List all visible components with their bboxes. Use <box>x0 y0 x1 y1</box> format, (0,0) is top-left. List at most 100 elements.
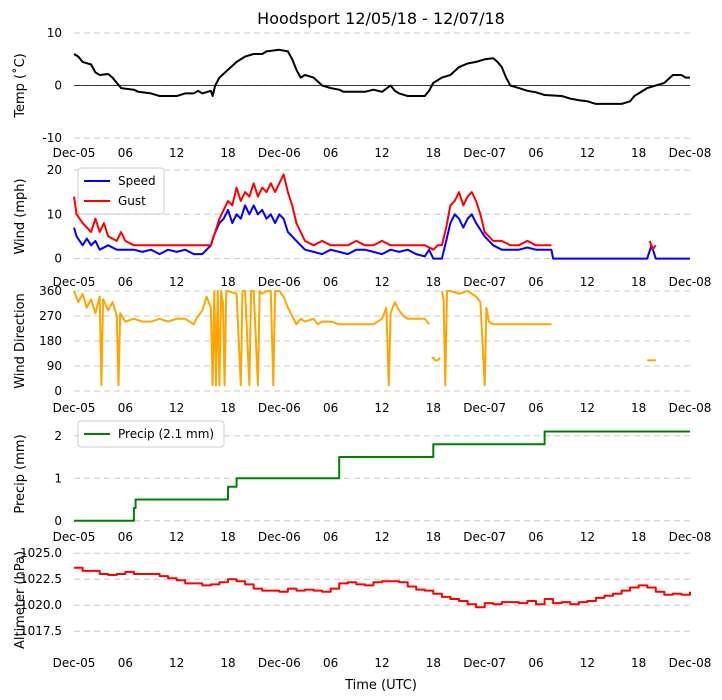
temp-y-tick-label: -10 <box>42 131 62 145</box>
dir-x-tick-label: Dec-07 <box>463 401 506 415</box>
dir-y-tick-label: 180 <box>39 334 62 348</box>
temp-x-tick-label: 12 <box>374 146 389 160</box>
precip-legend-label: Precip (2.1 mm) <box>118 427 214 441</box>
precip-x-tick-label: 06 <box>118 530 133 544</box>
dir-x-tick-label: 12 <box>374 401 389 415</box>
wind-y-tick-label: 10 <box>47 207 62 221</box>
dir-x-tick-label: 06 <box>528 401 543 415</box>
dir-x-tick-label: 18 <box>426 401 441 415</box>
dir-x-tick-label: 06 <box>323 401 338 415</box>
temp-x-tick-label: Dec-08 <box>669 146 712 160</box>
wind-x-tick-label: 12 <box>580 275 595 289</box>
precip-x-tick-label: 06 <box>528 530 543 544</box>
alt-x-tick-label: 12 <box>169 656 184 670</box>
wind-x-tick-label: Dec-05 <box>53 275 96 289</box>
precip-x-tick-label: Dec-08 <box>669 530 712 544</box>
dir-x-tick-label: 06 <box>118 401 133 415</box>
precip-y-tick-label: 0 <box>54 514 62 528</box>
precip-x-tick-label: 12 <box>374 530 389 544</box>
alt-x-tick-label: 18 <box>631 656 646 670</box>
precip-legend-box <box>77 420 225 448</box>
dir-series-direction <box>73 290 656 387</box>
dir-x-tick-label: Dec-05 <box>53 401 96 415</box>
temp-x-tick-label: 06 <box>323 146 338 160</box>
wind-legend-label: Gust <box>118 194 146 208</box>
alt-x-tick-label: Dec-07 <box>463 656 506 670</box>
temp-x-tick-label: Dec-05 <box>53 146 96 160</box>
precip-x-tick-label: 12 <box>169 530 184 544</box>
temp-y-tick-label: 10 <box>47 26 62 40</box>
alt-x-tick-label: 06 <box>528 656 543 670</box>
wind-series-speed <box>73 204 690 260</box>
temp-x-tick-label: 06 <box>118 146 133 160</box>
wind-x-tick-label: 18 <box>426 275 441 289</box>
alt-y-axis-label: Altimeter (hPa) <box>13 551 28 649</box>
temp-series-temp <box>73 48 690 105</box>
alt-y-tick-label: 1017.5 <box>20 624 62 638</box>
dir-x-tick-label: 12 <box>580 401 595 415</box>
temp-x-tick-label: 18 <box>631 146 646 160</box>
wind-x-tick-label: Dec-08 <box>669 275 712 289</box>
precip-y-axis-label: Precip (mm) <box>13 434 28 513</box>
alt-x-tick-label: 06 <box>118 656 133 670</box>
precip-y-tick-label: 1 <box>54 471 62 485</box>
alt-y-tick-label: 1020.0 <box>20 598 62 612</box>
wind-x-tick-label: 12 <box>169 275 184 289</box>
precip-x-tick-label: Dec-07 <box>463 530 506 544</box>
temp-panel: -10 0 10 Temp (˚C) Dec-05 06 12 18 Dec-06 06 12 18 D… <box>12 26 711 160</box>
dir-x-tick-label: 18 <box>220 401 235 415</box>
wind-legend-box <box>77 167 165 215</box>
precip-x-tick-label: 12 <box>580 530 595 544</box>
alt-x-tick-label: 06 <box>323 656 338 670</box>
dir-y-axis-label: Wind Direction <box>13 293 28 389</box>
dir-y-tick-label: 0 <box>54 384 62 398</box>
wind-x-tick-label: 06 <box>323 275 338 289</box>
temp-y-tick-label: 0 <box>54 79 62 93</box>
precip-x-tick-label: 18 <box>220 530 235 544</box>
alt-x-tick-label: 12 <box>580 656 595 670</box>
temp-x-tick-label: Dec-06 <box>258 146 301 160</box>
dir-x-tick-label: 12 <box>169 401 184 415</box>
precip-x-tick-label: 18 <box>631 530 646 544</box>
wind-legend-label: Speed <box>118 174 156 188</box>
wind-x-tick-label: 12 <box>374 275 389 289</box>
wind-y-tick-label: 20 <box>47 163 62 177</box>
temp-x-tick-label: 12 <box>169 146 184 160</box>
temp-x-tick-label: 06 <box>528 146 543 160</box>
x-axis-label: Time (UTC) <box>344 678 417 693</box>
precip-x-tick-label: Dec-06 <box>258 530 301 544</box>
temp-x-tick-label: Dec-07 <box>463 146 506 160</box>
alt-y-tick-label: 1025.0 <box>20 546 62 560</box>
dir-y-tick-label: 360 <box>39 284 62 298</box>
alt-x-tick-label: Dec-06 <box>258 656 301 670</box>
alt-series-altimeter <box>74 566 691 609</box>
alt-x-tick-label: Dec-08 <box>669 656 712 670</box>
wind-y-tick-label: 0 <box>54 252 62 266</box>
dir-x-tick-label: Dec-06 <box>258 401 301 415</box>
dir-x-tick-label: Dec-08 <box>669 401 712 415</box>
temp-x-tick-label: 18 <box>426 146 441 160</box>
precip-x-tick-label: Dec-05 <box>53 530 96 544</box>
dir-x-tick-label: 18 <box>631 401 646 415</box>
alt-x-tick-label: 18 <box>220 656 235 670</box>
wind-x-tick-label: Dec-07 <box>463 275 506 289</box>
precip-x-tick-label: 18 <box>426 530 441 544</box>
dir-y-tick-label: 90 <box>47 359 62 373</box>
chart-title: Hoodsport 12/05/18 - 12/07/18 <box>257 9 505 28</box>
alt-x-tick-label: 18 <box>426 656 441 670</box>
alt-x-tick-label: Dec-05 <box>53 656 96 670</box>
wind-x-tick-label: Dec-06 <box>258 275 301 289</box>
dir-panel: 0 90 180 270 360 Wind Direction Dec-05 06 12 18 De… <box>13 284 711 415</box>
alt-y-tick-label: 1022.5 <box>20 572 62 586</box>
wind-x-tick-label: 06 <box>528 275 543 289</box>
wind-y-axis-label: Wind (mph) <box>13 178 28 254</box>
wind-x-tick-label: 18 <box>631 275 646 289</box>
temp-x-tick-label: 12 <box>580 146 595 160</box>
wind-x-tick-label: 18 <box>220 275 235 289</box>
precip-x-tick-label: 06 <box>323 530 338 544</box>
wind-panel: 0 10 20 Wind (mph) Dec-05 06 12 18 Dec-06 06 12 18 D… <box>13 163 711 289</box>
dir-y-tick-label: 270 <box>39 309 62 323</box>
